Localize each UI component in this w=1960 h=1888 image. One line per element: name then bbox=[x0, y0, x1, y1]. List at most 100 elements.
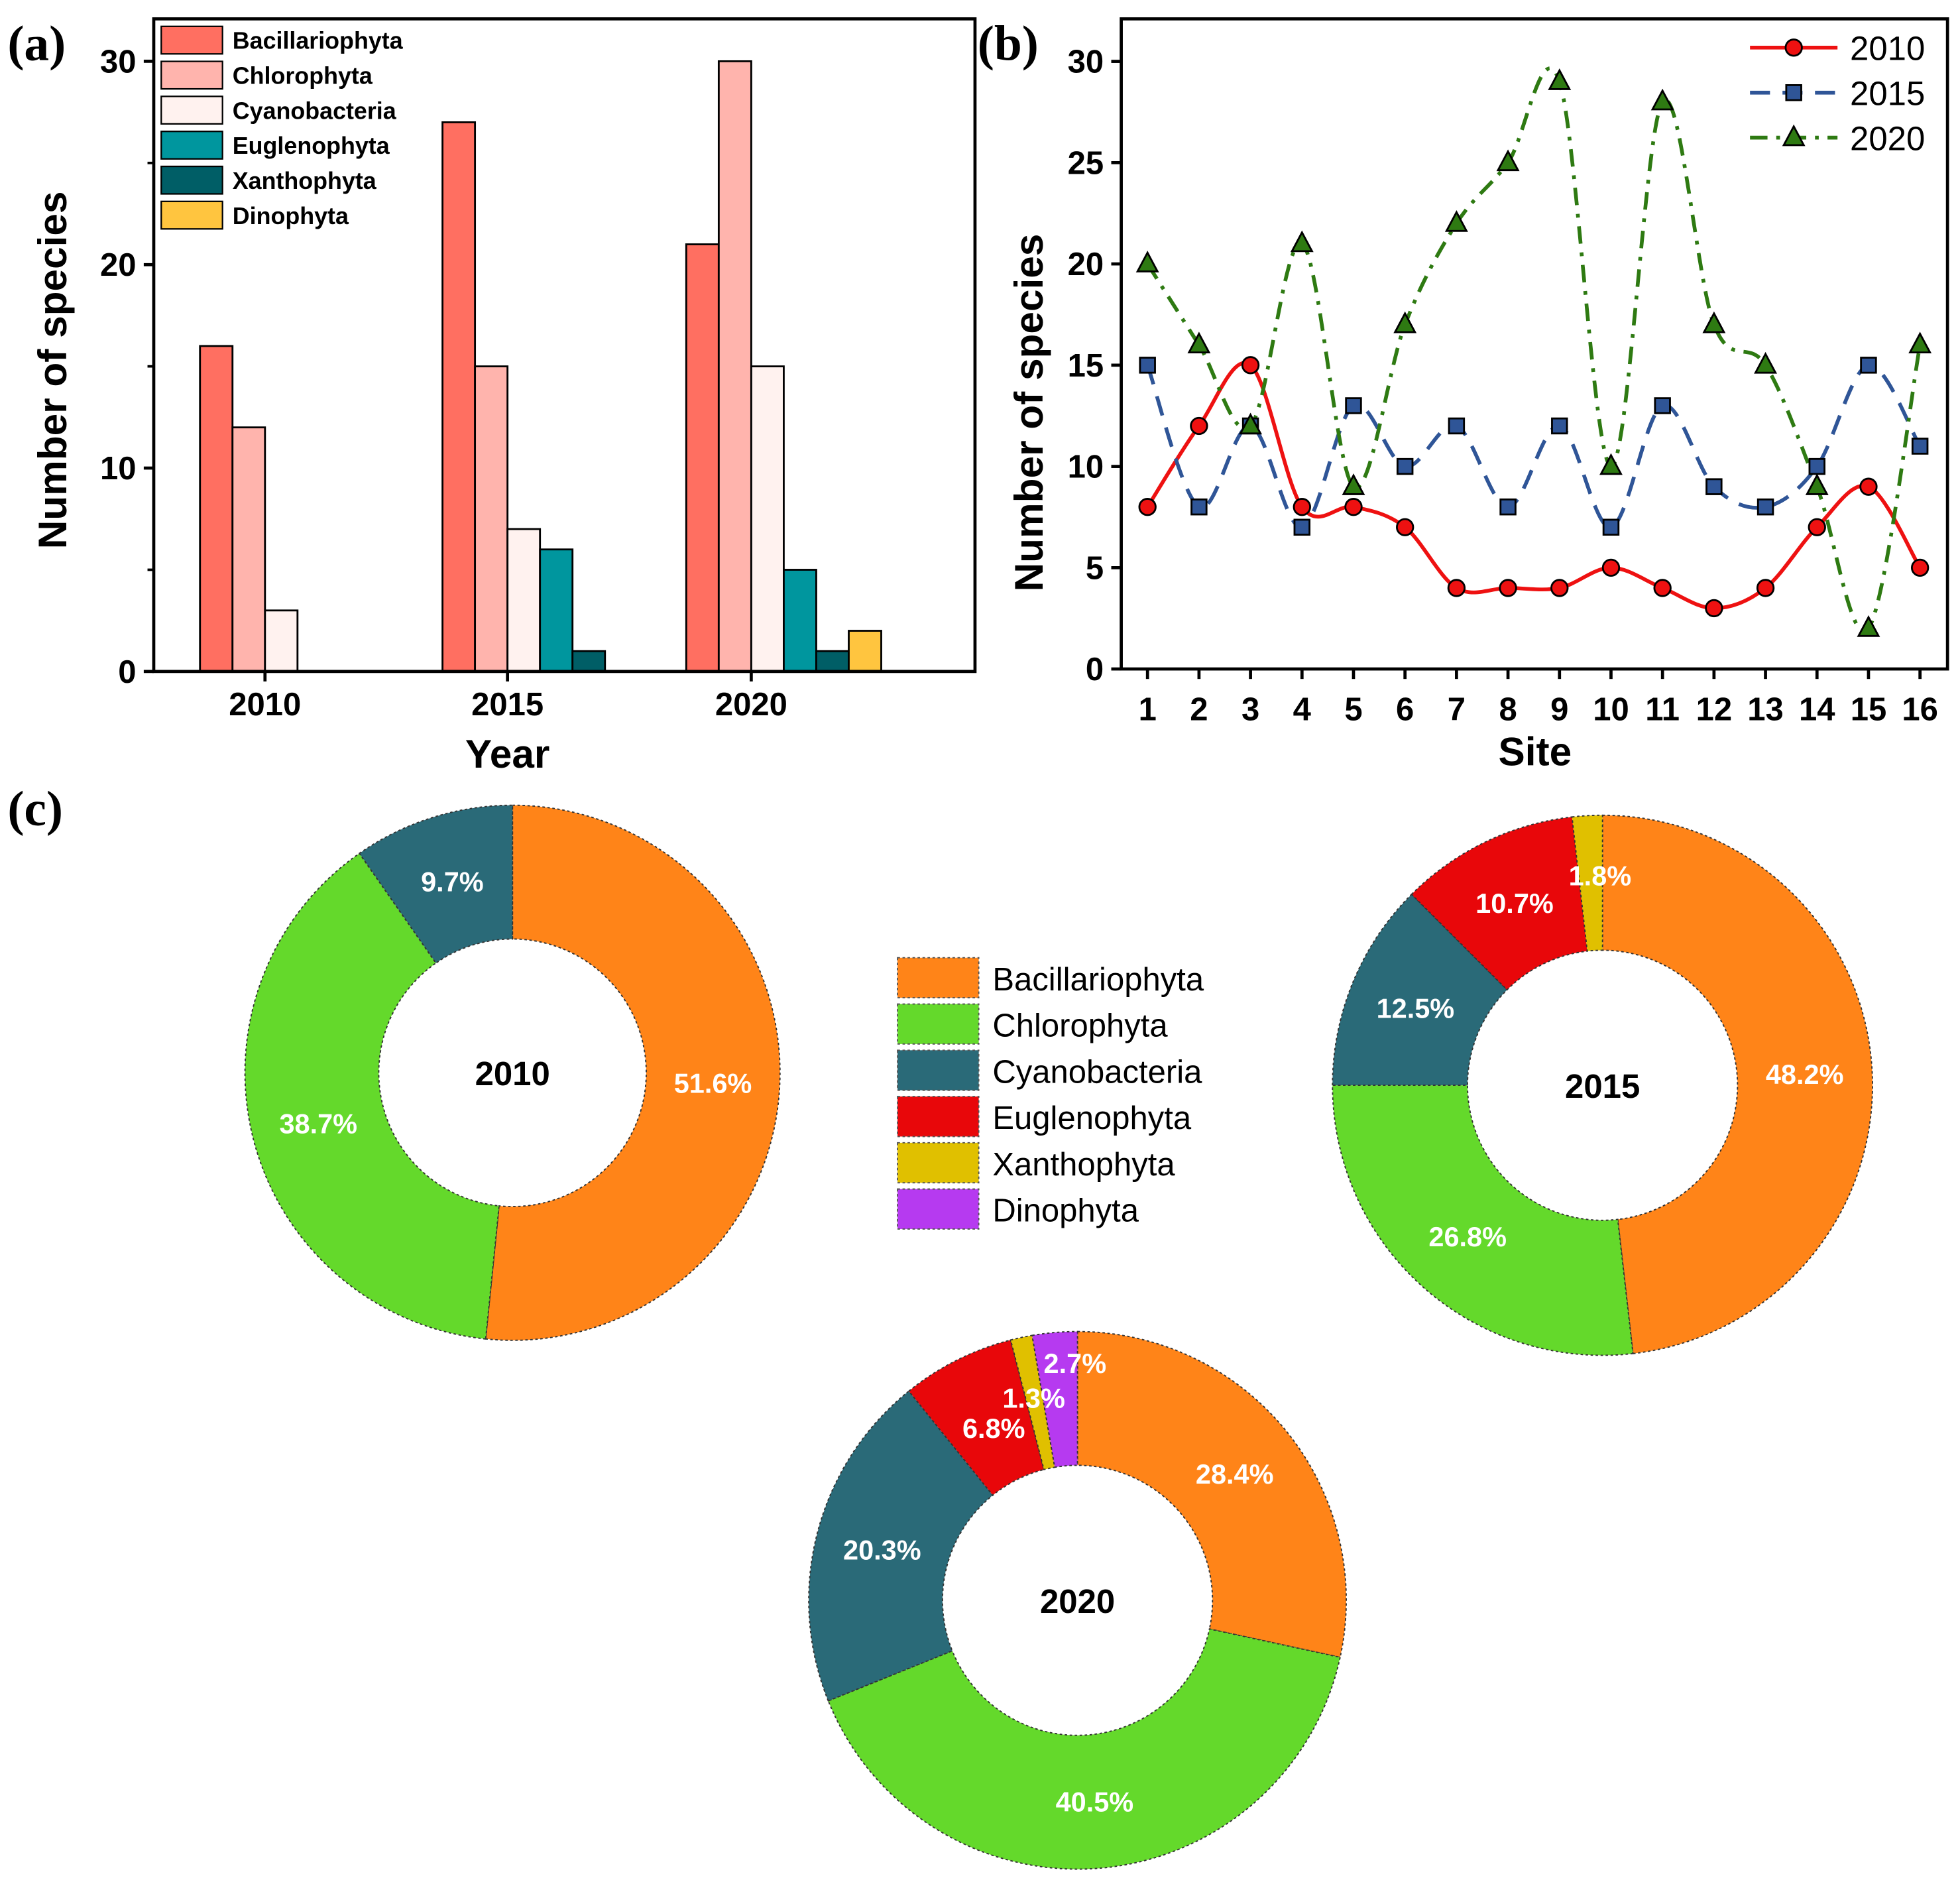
data-point-2020-site-9 bbox=[1548, 68, 1572, 90]
data-point-2015-site-15 bbox=[1860, 357, 1877, 374]
legend-swatch-euglenophyta bbox=[160, 131, 223, 160]
slice-label: 1.3% bbox=[1002, 1383, 1065, 1414]
plot-frame bbox=[1120, 17, 1949, 671]
data-point-2020-site-12 bbox=[1702, 311, 1726, 333]
donut-2020-slice-chlorophyta bbox=[827, 1628, 1341, 1870]
bar-dinophyta-2020 bbox=[848, 630, 882, 673]
data-point-2010-site-15 bbox=[1859, 477, 1878, 496]
x-tick-label: 6 bbox=[1396, 691, 1414, 727]
bar-bacillariophyta-2015 bbox=[441, 121, 477, 673]
data-point-2015-site-7 bbox=[1448, 417, 1466, 435]
data-point-2010-site-16 bbox=[1910, 558, 1930, 577]
data-point-2015-site-4 bbox=[1293, 518, 1311, 536]
legend-label: 2015 bbox=[1850, 75, 1925, 113]
donut-title-2020: 2020 bbox=[1040, 1582, 1115, 1620]
donut-2020-slice-euglenophyta bbox=[907, 1339, 1045, 1496]
legend-swatch-bacillariophyta bbox=[160, 25, 223, 55]
legend-label: Euglenophyta bbox=[233, 133, 390, 159]
donut-2015-slice-euglenophyta bbox=[1411, 816, 1588, 991]
legend-swatch-cyanobacteria bbox=[160, 95, 223, 125]
y-tick-label: 30 bbox=[100, 44, 137, 80]
data-point-2010-site-3 bbox=[1241, 356, 1260, 375]
x-tick-label: 14 bbox=[1799, 691, 1835, 727]
data-point-2020-site-5 bbox=[1342, 473, 1365, 495]
y-tick-label: 15 bbox=[1068, 348, 1104, 384]
legend-label: 2020 bbox=[1850, 119, 1925, 157]
legend-marker-2010 bbox=[1784, 38, 1803, 57]
data-point-2015-site-8 bbox=[1499, 498, 1517, 516]
legend-marker-2015 bbox=[1785, 84, 1802, 101]
slice-label: 28.4% bbox=[1196, 1458, 1274, 1490]
bar-cyanobacteria-2010 bbox=[264, 609, 299, 673]
x-axis-label: Site bbox=[1498, 729, 1572, 774]
panel-label-c: (c) bbox=[7, 782, 63, 837]
panel-label-b: (b) bbox=[978, 17, 1039, 72]
slice-label: 1.8% bbox=[1569, 860, 1632, 891]
bar-xanthophyta-2020 bbox=[815, 650, 850, 673]
x-tick-label: 5 bbox=[1344, 691, 1362, 727]
x-tick-label: 2020 bbox=[715, 687, 787, 723]
data-point-2010-site-11 bbox=[1653, 579, 1672, 597]
data-point-2020-site-14 bbox=[1805, 473, 1829, 495]
y-axis-label: Number of species bbox=[30, 192, 75, 550]
slice-label: 26.8% bbox=[1428, 1221, 1507, 1252]
donut-2020-slice-bacillariophyta bbox=[1076, 1330, 1347, 1659]
data-point-2020-site-4 bbox=[1290, 230, 1314, 253]
bar-bacillariophyta-2020 bbox=[685, 243, 720, 673]
y-tick-label: 20 bbox=[100, 247, 137, 283]
x-tick-label: 2010 bbox=[229, 687, 301, 723]
bar-euglenophyta-2020 bbox=[783, 569, 817, 673]
y-tick-label: 25 bbox=[1068, 145, 1104, 181]
bar-chlorophyta-2010 bbox=[231, 426, 266, 673]
data-point-2020-site-15 bbox=[1857, 615, 1880, 637]
data-point-2020-site-8 bbox=[1496, 149, 1520, 172]
data-point-2015-site-14 bbox=[1808, 457, 1825, 475]
slice-label: 6.8% bbox=[962, 1413, 1025, 1444]
legend-label: Xanthophyta bbox=[992, 1147, 1175, 1183]
y-tick-label: 5 bbox=[1086, 550, 1104, 586]
data-point-2010-site-8 bbox=[1499, 579, 1517, 597]
x-axis-label: Year bbox=[465, 731, 550, 776]
x-tick-label: 10 bbox=[1593, 691, 1629, 727]
legend-label: Xanthophyta bbox=[233, 168, 377, 194]
legend-swatch-xanthophyta bbox=[897, 1142, 980, 1184]
data-point-2020-site-7 bbox=[1444, 210, 1468, 232]
y-tick-label: 20 bbox=[1068, 247, 1104, 282]
legend-swatch-cyanobacteria bbox=[897, 1049, 980, 1091]
data-point-2020-site-3 bbox=[1239, 412, 1263, 435]
data-point-2010-site-12 bbox=[1705, 599, 1723, 618]
x-tick-label: 2 bbox=[1190, 691, 1208, 727]
y-tick-label: 10 bbox=[100, 451, 137, 487]
data-point-2020-site-16 bbox=[1908, 331, 1932, 354]
donut-2015-slice-bacillariophyta bbox=[1601, 814, 1873, 1354]
data-point-2015-site-16 bbox=[1911, 438, 1929, 455]
x-tick-label: 7 bbox=[1448, 691, 1466, 727]
legend-swatch-chlorophyta bbox=[897, 1003, 980, 1045]
data-point-2015-site-6 bbox=[1396, 457, 1414, 475]
bar-euglenophyta-2015 bbox=[539, 548, 574, 673]
data-point-2015-site-12 bbox=[1705, 478, 1723, 495]
y-axis-label: Number of species bbox=[1006, 234, 1051, 592]
data-point-2010-site-7 bbox=[1447, 579, 1466, 597]
series-line-2020 bbox=[1145, 66, 1922, 634]
bar-chlorophyta-2015 bbox=[474, 365, 509, 673]
slice-label: 20.3% bbox=[843, 1534, 921, 1565]
data-point-2020-site-11 bbox=[1650, 88, 1674, 111]
data-point-2020-site-10 bbox=[1599, 453, 1623, 475]
data-point-2015-site-2 bbox=[1190, 498, 1208, 516]
legend-label: Cyanobacteria bbox=[992, 1054, 1202, 1090]
x-tick-label: 8 bbox=[1499, 691, 1517, 727]
slice-label: 51.6% bbox=[674, 1068, 752, 1099]
legend-marker-2020 bbox=[1782, 124, 1806, 147]
legend-label: Cyanobacteria bbox=[233, 97, 397, 124]
legend-label: Bacillariophyta bbox=[233, 28, 404, 54]
legend-swatch-euglenophyta bbox=[897, 1096, 980, 1138]
data-point-2010-site-4 bbox=[1293, 498, 1311, 516]
data-point-2020-site-13 bbox=[1754, 351, 1778, 374]
data-point-2010-site-2 bbox=[1190, 416, 1208, 436]
data-point-2015-site-5 bbox=[1345, 397, 1362, 414]
x-tick-label: 13 bbox=[1747, 691, 1784, 727]
data-point-2015-site-9 bbox=[1551, 417, 1568, 435]
y-tick-label: 30 bbox=[1068, 44, 1104, 80]
legend-swatch-chlorophyta bbox=[160, 60, 223, 90]
